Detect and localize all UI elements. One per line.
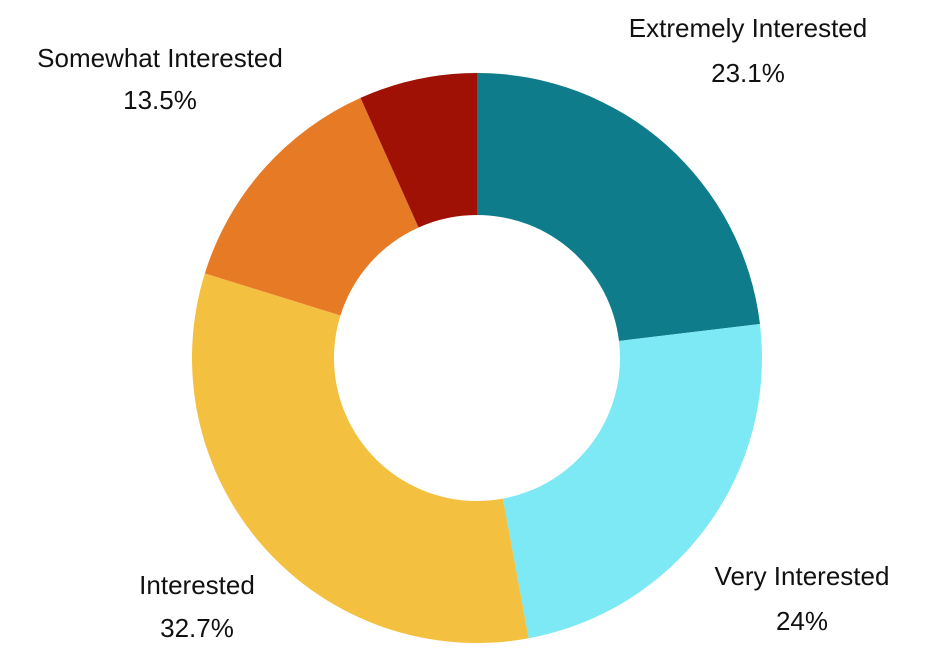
value-label: 32.7%	[160, 613, 234, 643]
value-label: 13.5%	[123, 85, 197, 115]
value-label: 24%	[776, 606, 828, 636]
donut-slice	[477, 73, 760, 341]
slice-label: Interested	[139, 570, 255, 600]
slice-label: Very Interested	[715, 561, 890, 591]
donut-slice	[502, 324, 763, 639]
donut-slice	[191, 273, 529, 643]
donut-slice	[204, 97, 419, 316]
value-label: 23.1%	[711, 58, 785, 88]
slice-label: Extremely Interested	[629, 13, 867, 43]
donut-slice	[360, 73, 477, 228]
slice-label: Somewhat Interested	[37, 43, 283, 73]
